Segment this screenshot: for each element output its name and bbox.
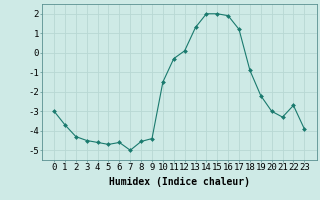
X-axis label: Humidex (Indice chaleur): Humidex (Indice chaleur)	[109, 177, 250, 187]
